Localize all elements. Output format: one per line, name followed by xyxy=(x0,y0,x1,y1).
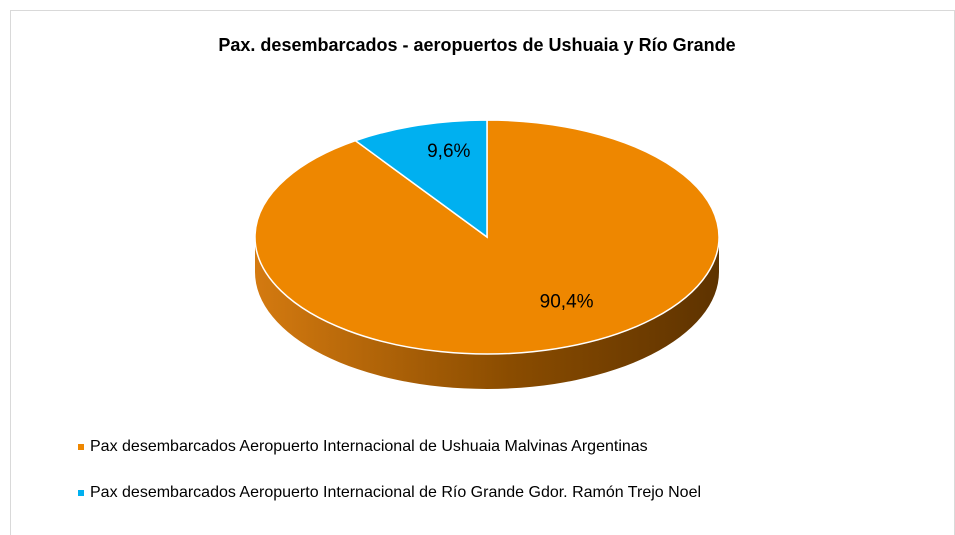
legend-swatch xyxy=(78,444,84,450)
legend-label: Pax desembarcados Aeropuerto Internacion… xyxy=(90,484,701,501)
data-label: 9,6% xyxy=(427,141,470,162)
legend-swatch xyxy=(78,490,84,496)
chart-title: Pax. desembarcados - aeropuertos de Ushu… xyxy=(218,35,735,55)
data-label: 90,4% xyxy=(540,291,594,312)
pie-slice xyxy=(353,119,488,239)
pie-slice-side xyxy=(255,237,719,389)
legend-label: Pax desembarcados Aeropuerto Internacion… xyxy=(90,438,648,455)
